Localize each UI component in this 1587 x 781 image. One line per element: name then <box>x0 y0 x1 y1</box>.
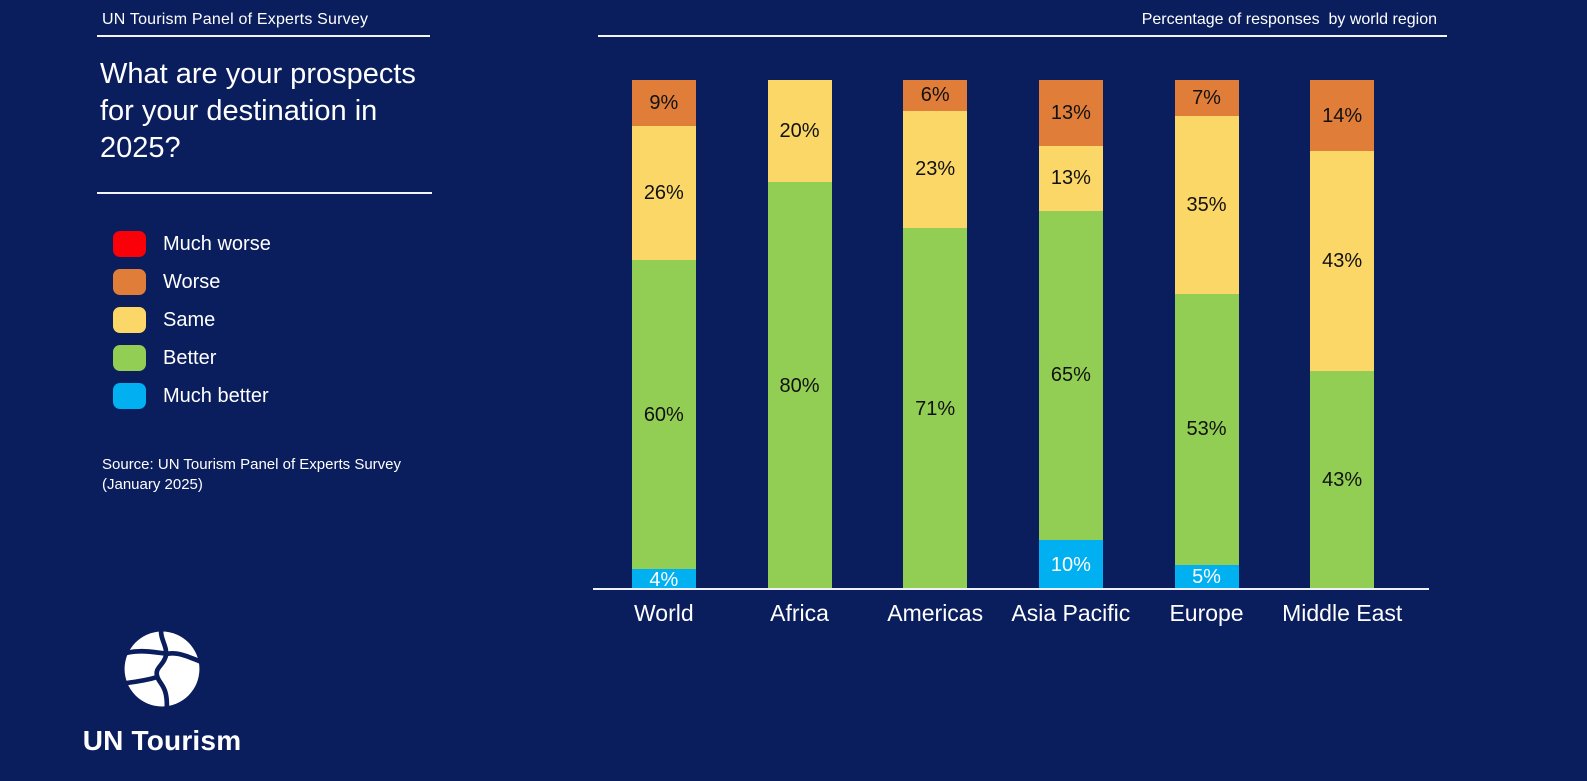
segment-better-americas: 71% <box>903 227 968 590</box>
segment-same-asia-pacific: 13% <box>1038 145 1103 212</box>
bar-europe: 7% 35% 53% 5% <box>1174 80 1239 590</box>
category-label-world: World <box>634 600 694 626</box>
segment-better-asia-pacific: 65% <box>1038 211 1103 540</box>
survey-title: UN Tourism Panel of Experts Survey <box>102 11 369 28</box>
legend-item-same: Same <box>113 307 271 333</box>
legend-item-much-worse: Much worse <box>113 231 271 257</box>
category-label-asia-pacific: Asia Pacific <box>1011 600 1131 626</box>
un-tourism-logo: UN Tourism <box>81 630 243 757</box>
bar-column-middle-east: 14% 43% 43% <box>1274 80 1410 590</box>
segment-same-americas: 23% <box>903 110 968 228</box>
bar-asia-pacific: 13% 13% 65% 10% <box>1038 80 1103 590</box>
segment-worse-americas: 6% <box>903 80 968 111</box>
segment-worse-world: 9% <box>631 80 696 127</box>
chart-legend: Much worse Worse Same Better Much better <box>113 231 271 409</box>
legend-item-much-better: Much better <box>113 383 271 409</box>
segment-better-africa: 80% <box>767 182 832 590</box>
category-label-americas: Americas <box>887 600 984 626</box>
category-label-europe: Europe <box>1169 600 1244 626</box>
legend-swatch-worse <box>113 269 146 295</box>
legend-item-worse: Worse <box>113 269 271 295</box>
category-label-middle-east: Middle East <box>1282 600 1403 626</box>
logo-wordmark: UN Tourism <box>82 725 242 756</box>
legend-item-better: Better <box>113 345 271 371</box>
segment-better-world: 60% <box>631 260 696 570</box>
legend-label: Worse <box>163 270 221 293</box>
stacked-bar-plot: 9% 26% 60% 4% 20% 80% 6% 23% 71% 13% 13% 65% 10% 7% 35… <box>596 80 1410 590</box>
legend-swatch-better <box>113 345 146 371</box>
bar-column-americas: 6% 23% 71% <box>867 80 1003 590</box>
bar-africa: 20% 80% <box>767 80 832 590</box>
chart-subtitle-underline <box>598 35 1447 37</box>
segment-much-better-asia-pacific: 10% <box>1038 539 1103 590</box>
segment-same-world: 26% <box>631 126 696 261</box>
segment-better-europe: 53% <box>1174 294 1239 565</box>
bar-world: 9% 26% 60% 4% <box>631 80 696 590</box>
segment-same-europe: 35% <box>1174 115 1239 295</box>
bar-americas: 6% 23% 71% <box>903 80 968 590</box>
legend-label: Better <box>163 346 217 369</box>
x-axis-line <box>593 588 1429 590</box>
bar-middle-east: 14% 43% 43% <box>1310 80 1375 590</box>
legend-label: Same <box>163 308 216 331</box>
segment-much-better-world: 4% <box>631 569 696 590</box>
segment-worse-europe: 7% <box>1174 80 1239 116</box>
globe-icon <box>123 630 201 708</box>
segment-worse-middle-east: 14% <box>1310 80 1375 152</box>
title-underline <box>97 35 430 37</box>
chart-subtitle: Percentage of responses by world region <box>1141 11 1437 28</box>
bar-column-africa: 20% 80% <box>732 80 868 590</box>
legend-label: Much better <box>163 384 269 407</box>
bar-column-asia-pacific: 13% 13% 65% 10% <box>1003 80 1139 590</box>
x-axis-labels: World Africa Americas Asia Pacific Europe Mid… <box>596 600 1410 627</box>
segment-same-middle-east: 43% <box>1310 151 1375 371</box>
survey-question: What are your prospects for your destina… <box>100 58 416 164</box>
legend-swatch-same <box>113 307 146 333</box>
bar-column-europe: 7% 35% 53% 5% <box>1139 80 1275 590</box>
legend-label: Much worse <box>163 232 271 255</box>
question-divider <box>97 192 432 194</box>
source-note: Source: UN Tourism Panel of Experts Surv… <box>102 456 402 493</box>
legend-swatch-much-worse <box>113 231 146 257</box>
segment-worse-asia-pacific: 13% <box>1038 80 1103 146</box>
segment-better-middle-east: 43% <box>1310 370 1375 590</box>
bar-column-world: 9% 26% 60% 4% <box>596 80 732 590</box>
segment-much-better-europe: 5% <box>1174 564 1239 590</box>
category-label-africa: Africa <box>770 600 829 626</box>
legend-swatch-much-better <box>113 383 146 409</box>
segment-same-africa: 20% <box>767 80 832 182</box>
